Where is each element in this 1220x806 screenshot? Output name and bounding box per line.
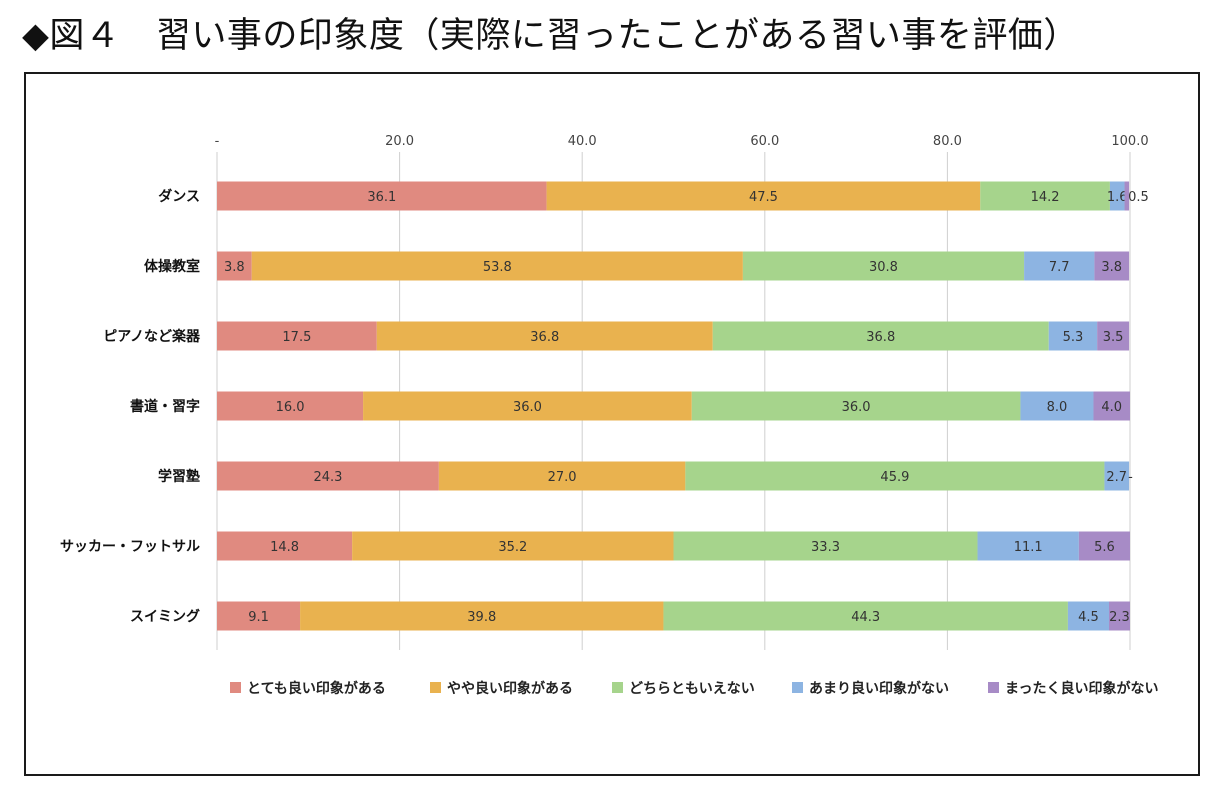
figure-title: ◆図４ 習い事の印象度（実際に習ったことがある習い事を評価）	[22, 16, 1079, 56]
x-tick-label: 40.0	[568, 134, 597, 149]
bar-segment	[1078, 531, 1130, 561]
category-label: ダンス	[158, 188, 200, 205]
bar-segment	[217, 391, 364, 421]
data-label: 39.8	[467, 610, 496, 625]
data-label: 33.3	[811, 540, 840, 555]
bar-segment	[217, 601, 301, 631]
data-label: 44.3	[851, 610, 880, 625]
legend-swatch	[430, 682, 441, 693]
x-tick-label: 60.0	[750, 134, 779, 149]
bar-segment	[376, 321, 713, 351]
data-label: 4.5	[1078, 610, 1099, 625]
data-label: 2.7	[1106, 470, 1127, 485]
data-label: 5.6	[1094, 540, 1115, 555]
data-label: 36.0	[842, 400, 871, 415]
bar-segment	[251, 251, 743, 281]
bar-segment	[1067, 601, 1110, 631]
data-label: 47.5	[749, 190, 778, 205]
legend-label: あまり良い印象がない	[809, 680, 949, 697]
bar-segment	[217, 321, 377, 351]
data-label: 3.5	[1103, 330, 1124, 345]
bar-segment	[217, 461, 439, 491]
data-label: 16.0	[276, 400, 305, 415]
bar-segment	[980, 181, 1110, 211]
x-tick-label: -	[215, 134, 220, 149]
bar-segment	[1104, 461, 1130, 491]
data-label: 5.3	[1063, 330, 1084, 345]
bar-segment	[691, 391, 1021, 421]
data-label: 45.9	[880, 470, 909, 485]
bar-segment	[217, 181, 547, 211]
bar-segment	[217, 531, 353, 561]
data-label: 35.2	[498, 540, 527, 555]
data-label: -	[1128, 470, 1133, 485]
bar-segment	[1094, 251, 1130, 281]
bar-segment	[1020, 391, 1094, 421]
bar-segment	[1024, 251, 1095, 281]
category-label: 体操教室	[144, 258, 200, 275]
bar-segment	[546, 181, 981, 211]
bar-segment	[438, 461, 686, 491]
bar-segment	[673, 531, 978, 561]
bar-segment	[977, 531, 1079, 561]
bar-segment	[363, 391, 692, 421]
data-label: 17.5	[282, 330, 311, 345]
bar-segment	[1109, 601, 1130, 631]
bar-segment	[685, 461, 1105, 491]
data-label: 27.0	[548, 470, 577, 485]
legend-swatch	[230, 682, 241, 693]
chart-frame	[24, 72, 1200, 776]
data-label: 36.0	[513, 400, 542, 415]
data-label: 14.8	[270, 540, 299, 555]
bar-segment	[352, 531, 674, 561]
data-label: 0.5	[1128, 190, 1149, 205]
data-label: 8.0	[1047, 400, 1068, 415]
data-label: 36.8	[530, 330, 559, 345]
data-label: 1.6	[1107, 190, 1128, 205]
data-label: 11.1	[1014, 540, 1043, 555]
bar-segment	[300, 601, 664, 631]
bar-segment	[742, 251, 1025, 281]
legend-label: やや良い印象がある	[447, 680, 573, 697]
x-tick-label: 100.0	[1111, 134, 1148, 149]
data-label: 3.8	[224, 260, 245, 275]
data-label: 3.8	[1101, 260, 1122, 275]
data-label: 24.3	[313, 470, 342, 485]
data-label: 36.8	[866, 330, 895, 345]
category-label: 学習塾	[158, 468, 200, 485]
data-label: 4.0	[1101, 400, 1122, 415]
data-label: 36.1	[367, 190, 396, 205]
legend-label: どちらともいえない	[629, 681, 755, 697]
bar-segment	[1048, 321, 1098, 351]
legend-label: とても良い印象がある	[247, 680, 386, 697]
category-label: スイミング	[130, 608, 200, 625]
legend-swatch	[792, 682, 803, 693]
category-label: 書道・習字	[130, 398, 200, 415]
bar-segment	[663, 601, 1068, 631]
category-label: ピアノなど楽器	[103, 328, 201, 345]
data-label: 14.2	[1031, 190, 1060, 205]
data-label: 9.1	[248, 610, 269, 625]
legend-label: まったく良い印象がない	[1005, 680, 1158, 697]
x-tick-label: 20.0	[385, 134, 414, 149]
data-label: 53.8	[483, 260, 512, 275]
bar-segment	[1097, 321, 1130, 351]
x-tick-label: 80.0	[933, 134, 962, 149]
bar-segment	[1109, 181, 1125, 211]
data-label: 7.7	[1049, 260, 1070, 275]
data-label: 2.3	[1109, 610, 1130, 625]
legend-swatch	[612, 682, 623, 693]
bar-segment	[217, 251, 252, 281]
category-label: サッカー・フットサル	[60, 539, 200, 555]
bar-segment	[1124, 181, 1130, 211]
bar-segment	[1093, 391, 1130, 421]
data-label: 30.8	[869, 260, 898, 275]
legend-swatch	[988, 682, 999, 693]
bar-segment	[712, 321, 1049, 351]
